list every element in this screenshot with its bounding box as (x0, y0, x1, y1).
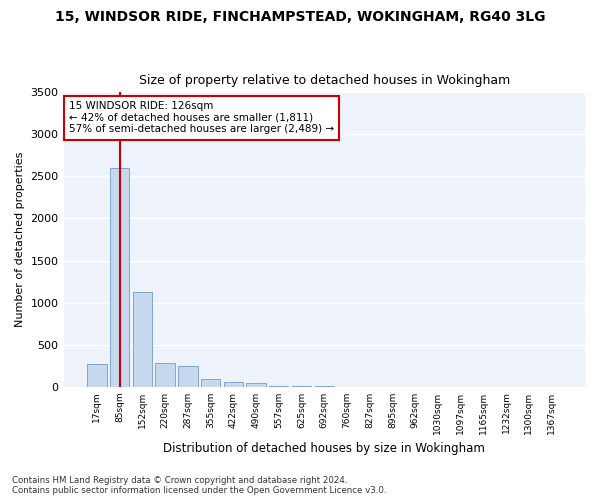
Bar (110, 168, 130, 386)
Y-axis label: Number of detached properties: Number of detached properties (15, 152, 25, 327)
Text: Contains HM Land Registry data © Crown copyright and database right 2024.
Contai: Contains HM Land Registry data © Crown c… (12, 476, 386, 495)
Bar (201, 378, 220, 386)
Text: 15, WINDSOR RIDE, FINCHAMPSTEAD, WOKINGHAM, RG40 3LG: 15, WINDSOR RIDE, FINCHAMPSTEAD, WOKINGH… (55, 10, 545, 24)
Bar (247, 384, 266, 386)
Title: Size of property relative to detached houses in Wokingham: Size of property relative to detached ho… (139, 74, 510, 87)
Bar (133, 292, 152, 386)
Text: 15 WINDSOR RIDE: 126sqm
← 42% of detached houses are smaller (1,811)
57% of semi: 15 WINDSOR RIDE: 126sqm ← 42% of detache… (69, 101, 334, 134)
Bar (178, 366, 197, 386)
Bar (87, 364, 107, 386)
Bar (224, 382, 243, 386)
X-axis label: Distribution of detached houses by size in Wokingham: Distribution of detached houses by size … (163, 442, 485, 455)
Bar (155, 362, 175, 386)
